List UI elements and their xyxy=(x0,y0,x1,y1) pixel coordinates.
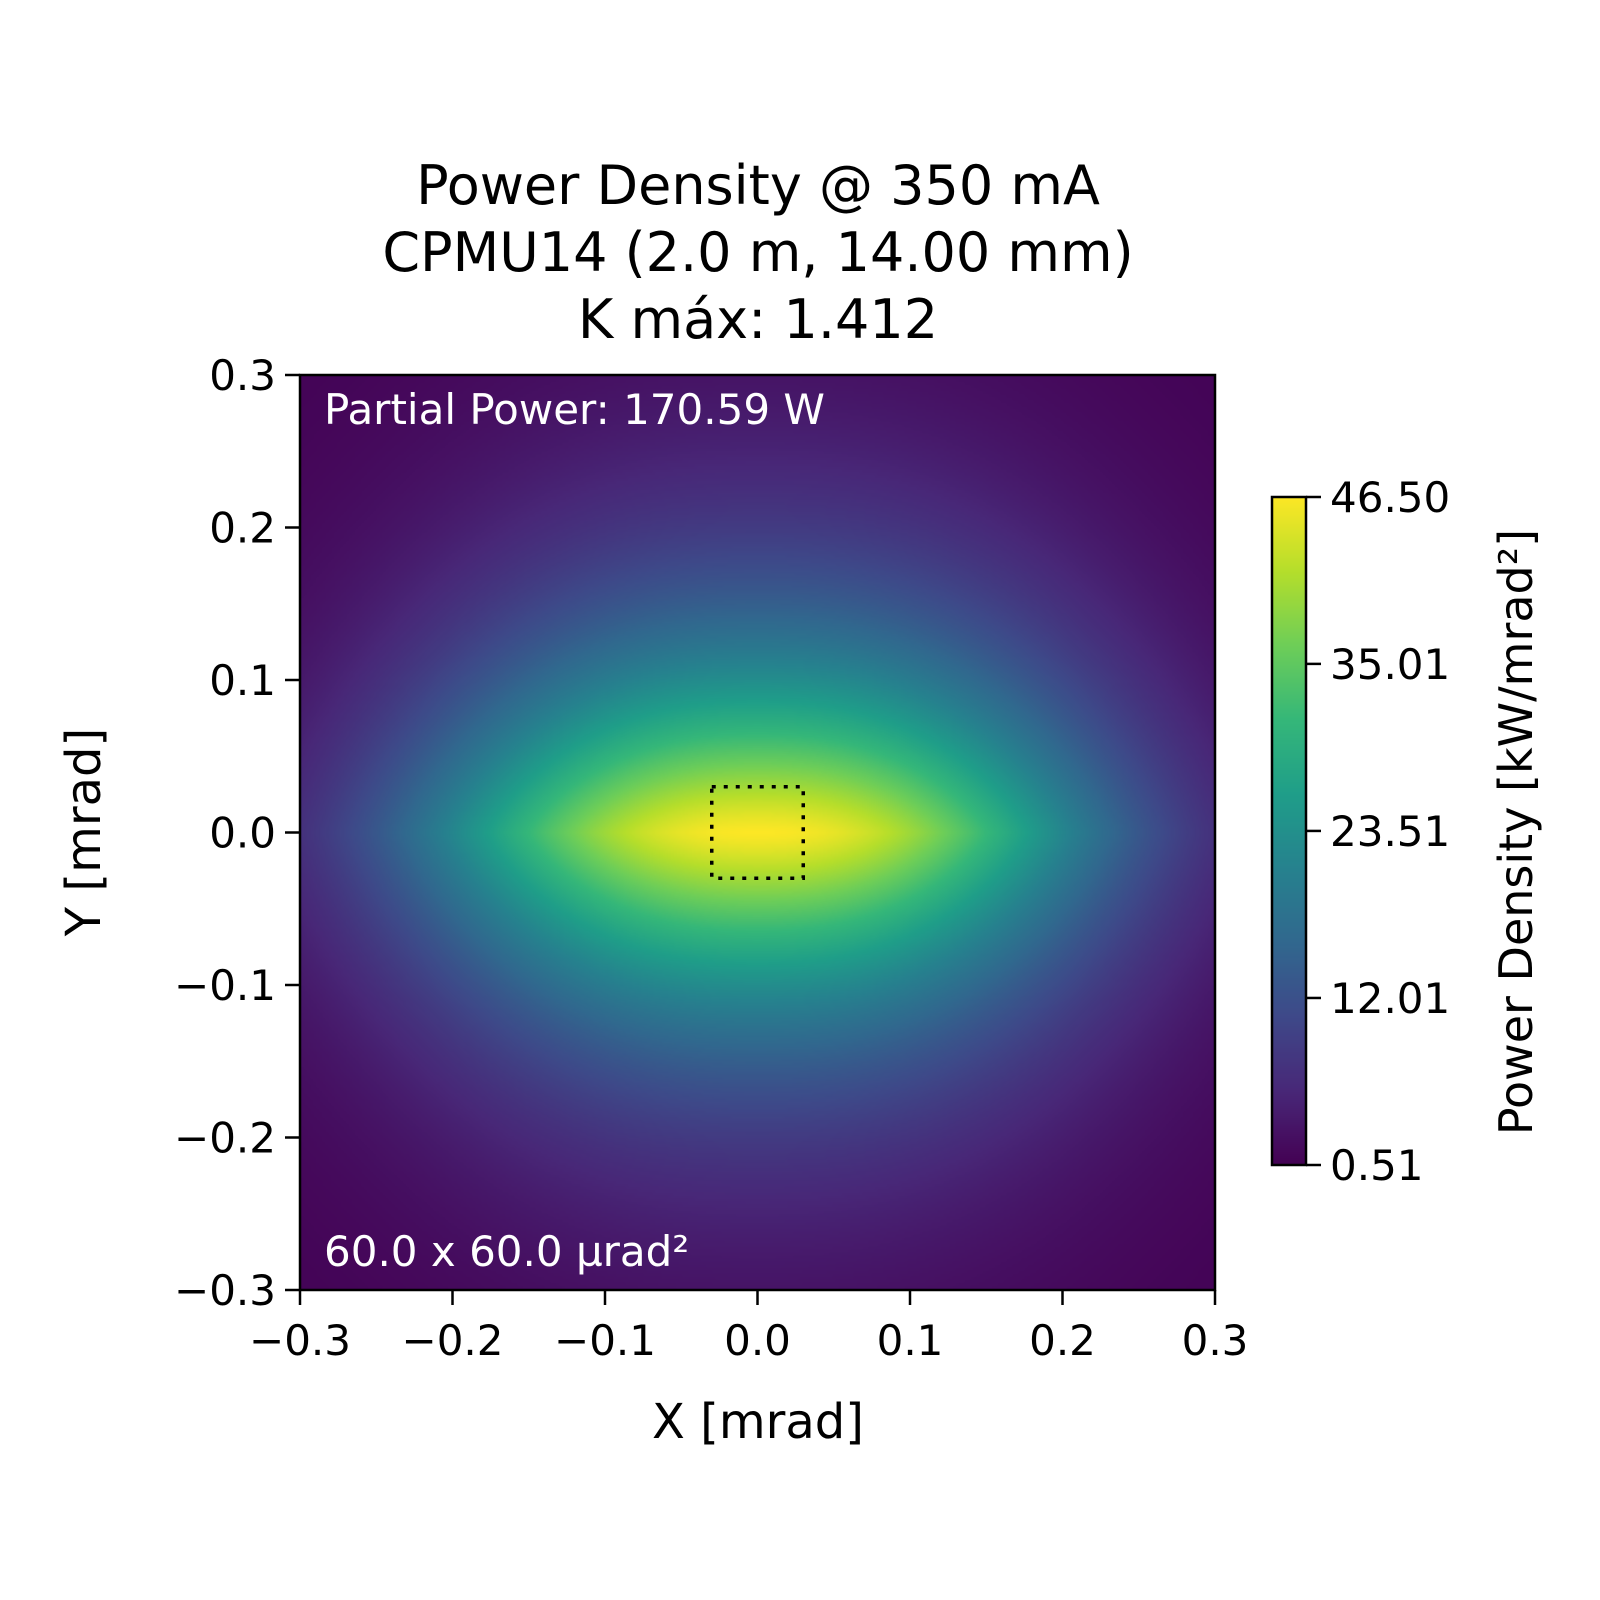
colorbar-ticks: 0.51 12.01 23.51 35.01 46.50 xyxy=(1306,473,1450,1190)
x-tick-label: 0.0 xyxy=(724,1316,791,1365)
x-tick-label: −0.2 xyxy=(402,1316,504,1365)
title-line-3: K máx: 1.412 xyxy=(578,288,938,351)
y-tick-label: 0.0 xyxy=(209,809,276,858)
aperture-size-annotation: 60.0 x 60.0 µrad² xyxy=(324,1227,689,1276)
y-tick-label: 0.2 xyxy=(209,504,276,553)
heatmap-image xyxy=(300,375,1215,1290)
x-tick-label: 0.3 xyxy=(1182,1316,1249,1365)
colorbar-label: Power Density [kW/mrad²] xyxy=(1489,529,1543,1135)
colorbar-tick-label: 12.01 xyxy=(1330,974,1450,1023)
x-tick-label: −0.3 xyxy=(249,1316,351,1365)
y-axis: −0.3 −0.2 −0.1 0.0 0.1 0.2 0.3 xyxy=(174,351,300,1315)
y-tick-label: 0.3 xyxy=(209,351,276,400)
y-axis-label: Y [mrad] xyxy=(56,728,112,937)
x-tick-label: −0.1 xyxy=(554,1316,656,1365)
y-tick-label: −0.3 xyxy=(174,1266,276,1315)
colorbar-canvas xyxy=(1272,497,1306,1165)
title-line-1: Power Density @ 350 mA xyxy=(416,154,1100,217)
colorbar: 0.51 12.01 23.51 35.01 46.50 Power Density [… xyxy=(1270,473,1543,1190)
x-axis: −0.3 −0.2 −0.1 0.0 0.1 0.2 0.3 xyxy=(249,1290,1248,1365)
colorbar-tick-label: 23.51 xyxy=(1330,807,1450,856)
y-tick-label: 0.1 xyxy=(209,656,276,705)
colorbar-tick-label: 46.50 xyxy=(1330,473,1450,522)
partial-power-annotation: Partial Power: 170.59 W xyxy=(324,385,825,434)
x-tick-label: 0.1 xyxy=(877,1316,944,1365)
colorbar-gradient xyxy=(1272,497,1306,1165)
heatmap-canvas xyxy=(300,375,1215,1290)
y-tick-label: −0.1 xyxy=(174,961,276,1010)
aperture-box xyxy=(710,785,805,880)
x-tick-label: 0.2 xyxy=(1029,1316,1096,1365)
colorbar-tick-label: 0.51 xyxy=(1330,1141,1424,1190)
title-line-2: CPMU14 (2.0 m, 14.00 mm) xyxy=(382,221,1133,284)
chart-title: Power Density @ 350 mA CPMU14 (2.0 m, 14… xyxy=(382,154,1133,351)
colorbar-tick-label: 35.01 xyxy=(1330,640,1450,689)
x-axis-label: X [mrad] xyxy=(652,1394,864,1450)
y-tick-label: −0.2 xyxy=(174,1114,276,1163)
heatmap-plot-area: Partial Power: 170.59 W 60.0 x 60.0 µrad… xyxy=(298,373,1217,1292)
